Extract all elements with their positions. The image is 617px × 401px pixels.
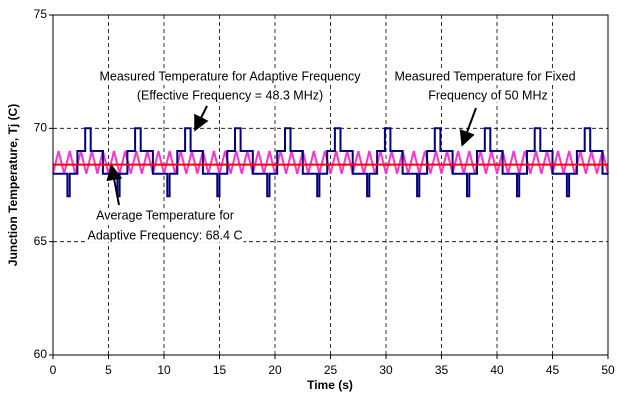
plot-border: [52, 14, 609, 356]
x-tick-label: 0: [50, 363, 57, 377]
x-tick-label: 45: [546, 363, 560, 377]
y-tick-label: 70: [34, 121, 48, 135]
annotation-background: [393, 69, 577, 84]
annotation-background: [86, 228, 244, 243]
x-tick-label: 35: [435, 363, 449, 377]
y-axis-title: Junction Temperature, Tj (C): [6, 104, 20, 266]
annotation-background: [427, 88, 549, 103]
annotation-background: [95, 208, 235, 223]
annotation: Measured Temperature for Adaptive Freque…: [99, 69, 361, 83]
annotation: Adaptive Frequency: 68.4 C: [88, 228, 243, 242]
annotation-background: [98, 69, 363, 84]
arrow: [194, 105, 209, 132]
annotation-background: [135, 88, 325, 103]
x-axis-title: Time (s): [307, 378, 353, 392]
y-tick-label: 65: [34, 234, 48, 248]
x-tick-label: 50: [601, 363, 615, 377]
x-tick-label: 15: [213, 363, 227, 377]
annotation: Frequency of 50 MHz: [428, 88, 548, 102]
arrow: [459, 107, 477, 147]
arrow: [106, 164, 123, 206]
x-tick-label: 5: [105, 363, 112, 377]
annotation: Average Temperature for: [96, 208, 234, 222]
annotation: Measured Temperature for Fixed: [394, 69, 575, 83]
x-tick-label: 20: [268, 363, 282, 377]
x-tick-label: 10: [157, 363, 171, 377]
y-tick-label: 60: [34, 347, 48, 361]
x-tick-label: 40: [490, 363, 504, 377]
series-line: [53, 127, 608, 198]
x-tick-label: 25: [324, 363, 338, 377]
series-line: [52, 150, 609, 174]
annotation: (Effective Frequency = 48.3 MHz): [137, 88, 323, 102]
y-tick-label: 75: [34, 7, 48, 21]
x-tick-label: 30: [379, 363, 393, 377]
